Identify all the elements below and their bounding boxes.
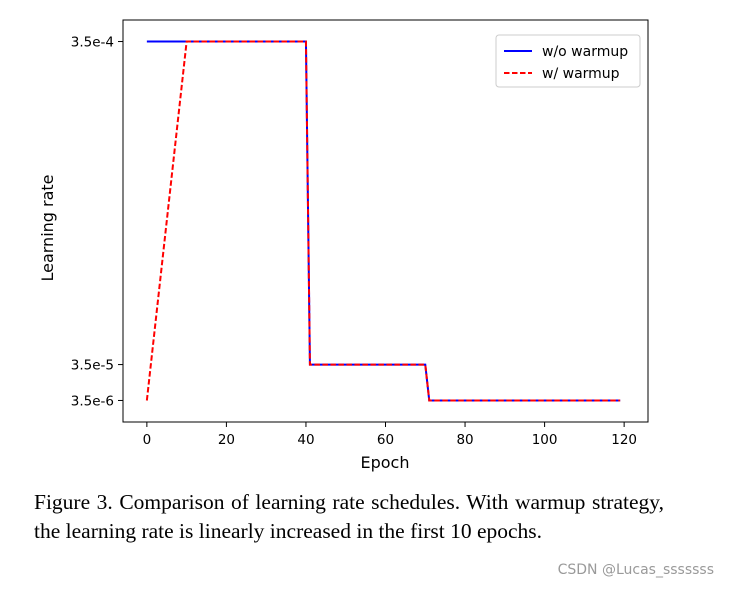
learning-rate-chart: 0 20 40 60 80 100 120 3.5e-4 3.5e-5 3.5e-6 Epoch… [38, 19, 649, 472]
x-tick-label: 0 [143, 432, 152, 448]
x-tick-label: 60 [377, 432, 394, 448]
figure-caption: Figure 3. Comparison of learning rate sc… [34, 490, 664, 543]
x-tick-label: 40 [297, 432, 314, 448]
y-tick-label: 3.5e-6 [71, 393, 114, 409]
x-tick-label: 100 [532, 432, 558, 448]
x-axis: 0 20 40 60 80 100 120 [143, 422, 637, 448]
series-line-w-warmup [145, 40, 621, 402]
y-axis-label: Learning rate [38, 174, 57, 281]
x-axis-label: Epoch [361, 453, 410, 472]
watermark: CSDN @Lucas_sssssss [557, 562, 714, 578]
x-tick-label: 20 [218, 432, 235, 448]
x-tick-label: 120 [611, 432, 637, 448]
legend: w/o warmup w/ warmup [495, 34, 641, 88]
y-tick-label: 3.5e-4 [71, 35, 114, 51]
y-axis: 3.5e-4 3.5e-5 3.5e-6 [71, 35, 123, 409]
series-layer [145, 40, 621, 402]
legend-label-wo-warmup: w/o warmup [542, 44, 628, 60]
y-tick-label: 3.5e-5 [71, 358, 114, 374]
x-tick-label: 80 [456, 432, 473, 448]
legend-label-w-warmup: w/ warmup [542, 66, 620, 82]
